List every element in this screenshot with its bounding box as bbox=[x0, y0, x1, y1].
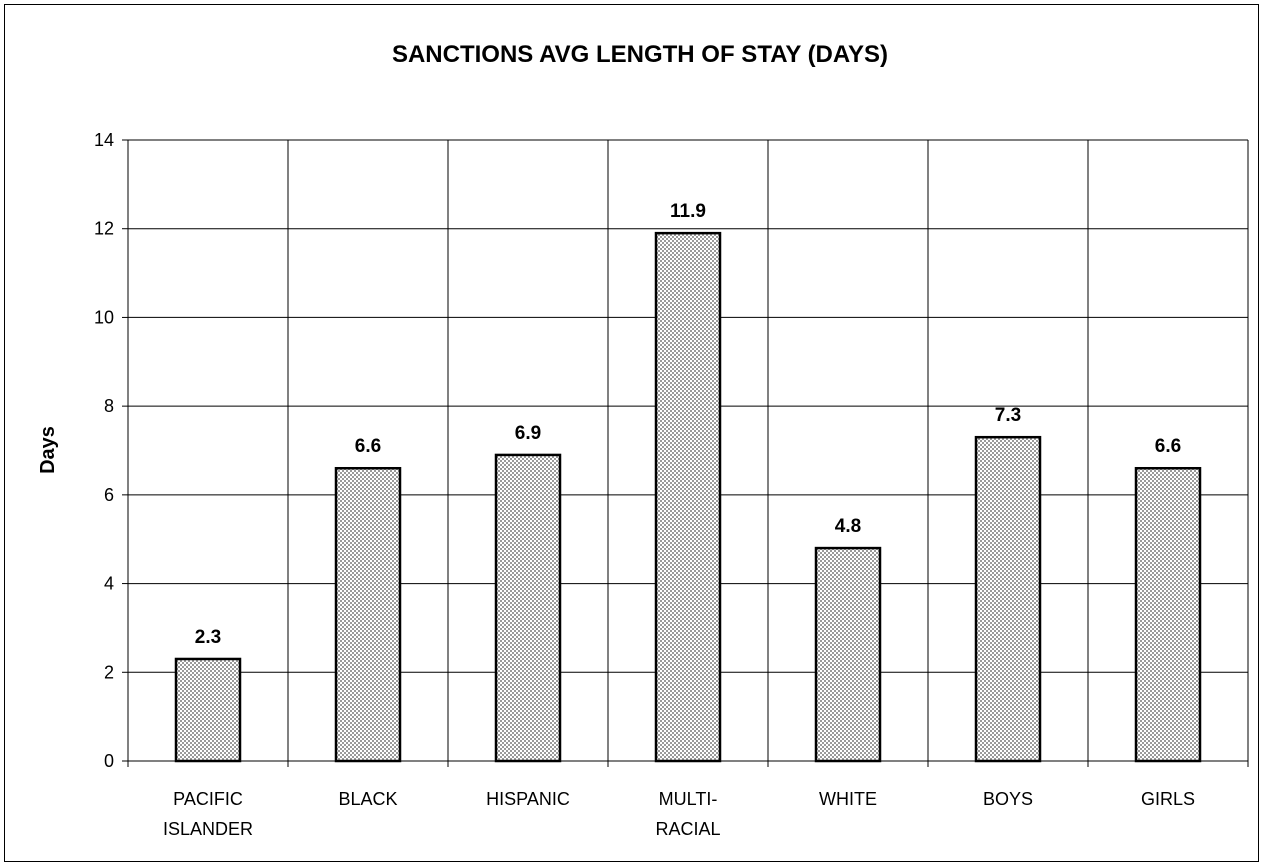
bars bbox=[174, 231, 1202, 763]
y-tick-label: 14 bbox=[94, 130, 114, 150]
bar bbox=[494, 453, 562, 763]
y-tick-label: 8 bbox=[104, 396, 114, 416]
data-label: 2.3 bbox=[195, 627, 221, 648]
category-label: MULTI-RACIAL bbox=[655, 789, 720, 839]
data-label: 4.8 bbox=[835, 516, 861, 537]
bar bbox=[174, 657, 242, 763]
y-tick-label: 10 bbox=[94, 307, 114, 327]
gridlines bbox=[128, 139, 1249, 761]
y-tick-labels: 0 2 4 6 8 10 12 14 bbox=[94, 130, 114, 771]
chart-title: SANCTIONS AVG LENGTH OF STAY (DAYS) bbox=[392, 41, 888, 68]
category-label: BLACK bbox=[338, 789, 397, 809]
y-tick-label: 0 bbox=[104, 751, 114, 771]
y-tick-label: 12 bbox=[94, 219, 114, 239]
category-label: HISPANIC bbox=[486, 789, 570, 809]
y-tick-label: 6 bbox=[104, 485, 114, 505]
bar bbox=[814, 546, 882, 763]
data-label: 6.6 bbox=[355, 436, 381, 457]
data-label: 11.9 bbox=[670, 201, 706, 222]
category-label: GIRLS bbox=[1141, 789, 1195, 809]
x-category-labels: PACIFIC ISLANDER BLACK HISPANIC MULTI-RACIAL… bbox=[163, 789, 1195, 839]
bar bbox=[974, 435, 1042, 763]
bar bbox=[334, 466, 402, 763]
data-label: 6.6 bbox=[1155, 436, 1181, 457]
bar bbox=[654, 231, 722, 763]
y-tick-label: 2 bbox=[104, 662, 114, 682]
data-labels: 2.3 6.6 6.9 11.9 4.8 7.3 6.6 bbox=[195, 201, 1181, 648]
bar bbox=[1134, 466, 1202, 763]
data-label: 7.3 bbox=[995, 405, 1021, 426]
category-label: WHITE bbox=[819, 789, 877, 809]
y-tick-label: 4 bbox=[104, 574, 114, 594]
y-axis-label: Days bbox=[37, 426, 59, 474]
data-label: 6.9 bbox=[515, 423, 541, 444]
category-label: BOYS bbox=[983, 789, 1033, 809]
category-label: PACIFIC ISLANDER bbox=[163, 789, 253, 839]
